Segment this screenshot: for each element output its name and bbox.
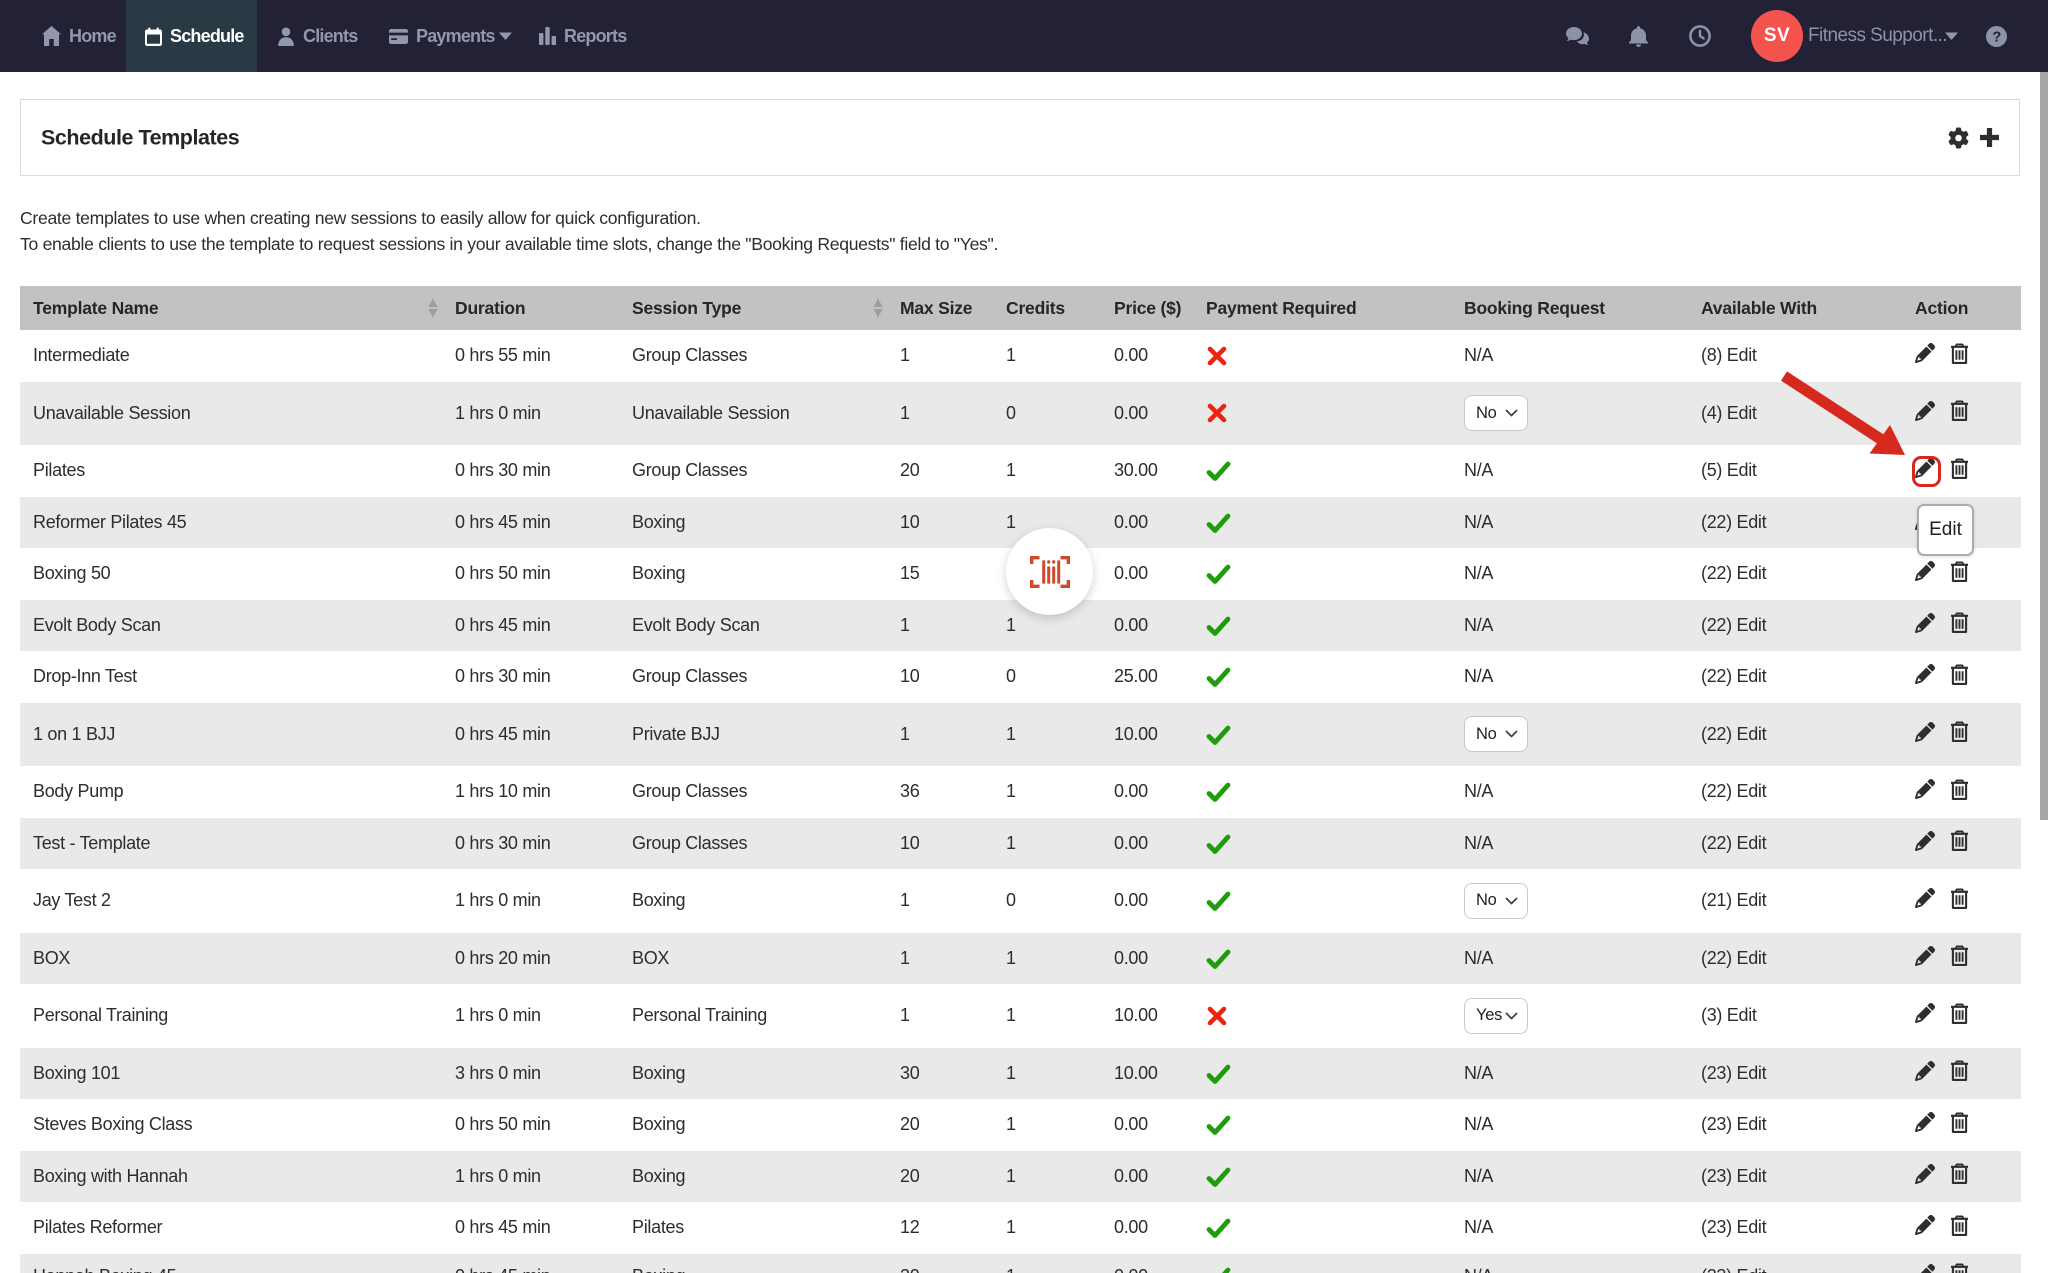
svg-text:?: ? xyxy=(1992,29,2001,45)
